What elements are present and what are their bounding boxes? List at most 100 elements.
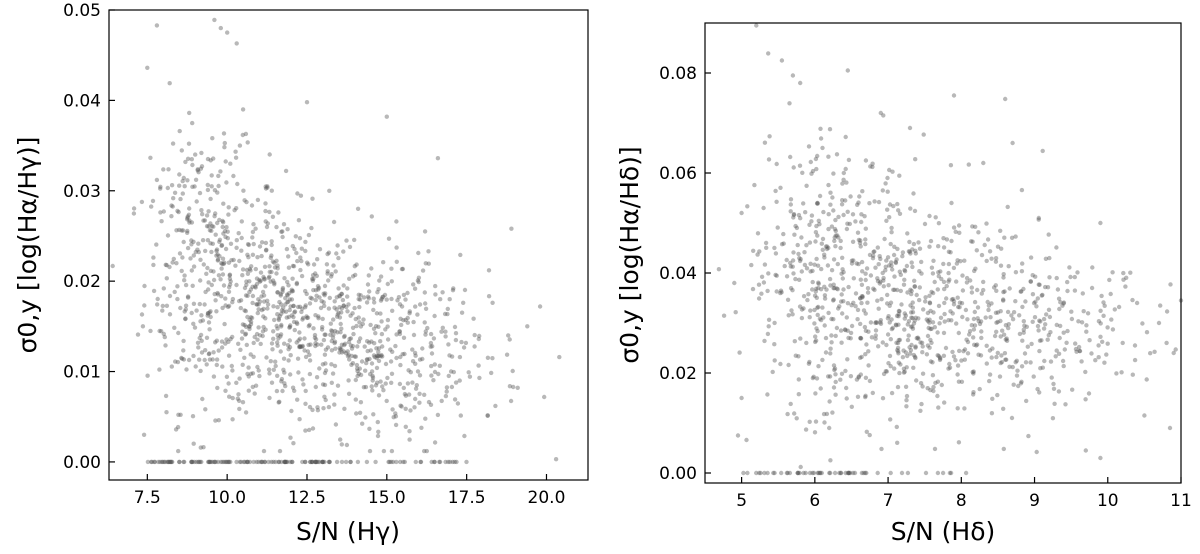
left-scatter-point (336, 286, 341, 291)
right-scatter-point (871, 286, 876, 291)
left-scatter-point (336, 255, 341, 261)
left-scatter-point (222, 228, 228, 234)
right-scatter-point (806, 292, 811, 297)
left-scatter-point (303, 288, 308, 294)
right-scatter-point (781, 231, 786, 237)
left-scatter-point (168, 459, 174, 465)
right-scatter-point (879, 446, 884, 452)
left-scatter-point (230, 334, 235, 340)
right-scatter-point (878, 110, 883, 116)
right-scatter-point (841, 170, 846, 176)
left-y-ticks: 0.000.010.020.030.040.05 (63, 1, 115, 473)
right-scatter-point (732, 280, 737, 286)
right-scatter-point (798, 336, 803, 341)
right-scatter-point (881, 284, 886, 289)
left-scatter-point (190, 184, 195, 189)
right-scatter-point (1001, 298, 1006, 303)
right-scatter-point (883, 268, 888, 273)
right-scatter-point (941, 236, 946, 241)
left-scatter-point (177, 128, 182, 134)
left-scatter-point (288, 323, 293, 328)
left-scatter-point (213, 232, 218, 237)
left-scatter-point (210, 459, 215, 465)
right-scatter-point (917, 246, 923, 251)
right-scatter-point (951, 299, 957, 304)
right-scatter-point (856, 375, 861, 380)
left-scatter-point (403, 406, 408, 411)
right-scatter-point (1009, 415, 1015, 421)
left-scatter-point (295, 304, 301, 310)
right-scatter-point (1096, 355, 1101, 360)
right-scatter-point (795, 470, 800, 476)
left-scatter-point (399, 304, 405, 309)
right-scatter-point (873, 333, 878, 338)
right-scatter-point (1023, 299, 1028, 304)
right-scatter-point (831, 298, 836, 303)
left-scatter-point (355, 366, 360, 371)
right-scatter-point (801, 470, 806, 476)
left-scatter-point (191, 264, 197, 269)
right-scatter-point (984, 258, 989, 264)
left-scatter-point (228, 241, 234, 246)
left-scatter-point (282, 459, 287, 465)
left-scatter-point (278, 311, 284, 317)
left-scatter-point (239, 235, 244, 241)
right-scatter-point (858, 277, 863, 282)
left-scatter-point (410, 380, 415, 385)
right-scatter-point (848, 330, 854, 336)
left-scatter-point (269, 459, 274, 465)
left-scatter-point (263, 219, 268, 224)
left-scatter-point (189, 459, 194, 465)
right-y-tick-label: 0.00 (659, 464, 697, 484)
right-scatter-point (796, 470, 801, 476)
right-scatter-point (833, 228, 838, 234)
right-scatter-point (1173, 347, 1178, 352)
left-scatter-point (154, 242, 159, 247)
right-scatter-point (812, 307, 817, 313)
right-scatter-point (807, 470, 813, 476)
left-scatter-point (376, 324, 381, 329)
left-scatter-point (303, 303, 308, 308)
left-scatter-point (229, 363, 234, 369)
right-scatter-point (898, 288, 903, 294)
right-scatter-point (796, 251, 801, 257)
right-scatter-point (863, 226, 868, 231)
left-scatter-point (154, 177, 160, 183)
right-scatter-point (1047, 255, 1052, 261)
right-scatter-point (893, 322, 899, 327)
left-scatter-point (175, 284, 180, 289)
right-scatter-point (1058, 323, 1063, 329)
left-scatter-point (435, 156, 441, 161)
left-scatter-point (231, 173, 236, 179)
left-scatter-point (423, 306, 429, 311)
left-scatter-point (315, 342, 320, 347)
right-scatter-point (915, 335, 920, 340)
right-scatter-point (788, 202, 793, 207)
left-scatter-point (261, 274, 266, 280)
left-scatter-point (300, 459, 305, 465)
right-scatter-point (916, 316, 921, 321)
left-scatter-point (348, 336, 354, 341)
left-scatter-point (191, 239, 196, 244)
right-scatter-point (824, 246, 830, 252)
left-scatter-point (208, 459, 214, 465)
left-scatter-point (326, 250, 332, 255)
right-scatter-point (895, 440, 900, 445)
left-scatter-point (260, 333, 265, 339)
left-scatter-point (178, 412, 183, 417)
right-scatter-point (798, 257, 803, 262)
left-x-tick-label: 15.0 (368, 488, 406, 508)
right-scatter-point (930, 320, 936, 325)
right-scatter-point (1013, 234, 1018, 239)
left-scatter-point (245, 140, 250, 145)
left-scatter-point (214, 248, 219, 254)
right-scatter-point (834, 325, 840, 331)
left-scatter-point (368, 372, 373, 377)
left-scatter-point (216, 348, 221, 353)
right-scatter-point (737, 350, 742, 355)
right-scatter-point (809, 219, 814, 224)
left-scatter-point (182, 278, 187, 283)
right-scatter-point (829, 224, 835, 229)
left-scatter-point (206, 224, 211, 229)
left-scatter-point (289, 287, 294, 292)
